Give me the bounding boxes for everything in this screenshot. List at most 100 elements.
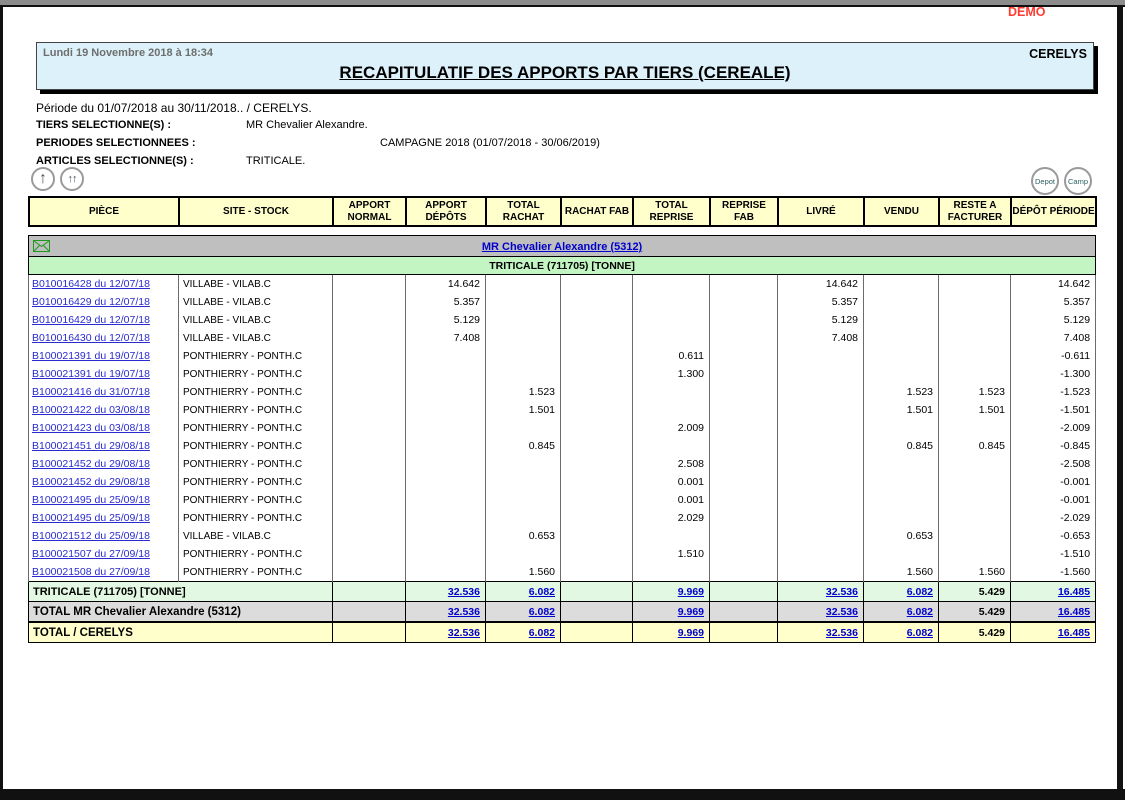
piece-link[interactable]: B010016430 du 12/07/18 <box>32 332 150 344</box>
value-cell-2 <box>485 311 561 329</box>
value-cell-4: 0.001 <box>632 491 710 509</box>
total-value-link[interactable]: 6.082 <box>528 585 555 598</box>
total-value-link[interactable]: 16.485 <box>1057 605 1091 618</box>
piece-link[interactable]: B010016429 du 12/07/18 <box>32 314 150 326</box>
total-value-link[interactable]: 32.536 <box>825 626 858 639</box>
piece-link[interactable]: B100021423 du 03/08/18 <box>32 422 150 434</box>
value-cell-9: -0.001 <box>1009 473 1097 491</box>
total-value-2: 6.082 <box>485 601 561 622</box>
depot-button[interactable]: Depot <box>1031 167 1059 195</box>
value-cell-4 <box>632 293 710 311</box>
piece-cell: B100021422 du 03/08/18 <box>28 401 179 419</box>
total-value-8: 5.429 <box>938 601 1011 622</box>
total-value-link[interactable]: 32.536 <box>825 605 858 618</box>
value-cell-0 <box>332 329 406 347</box>
value-cell-7: 1.501 <box>863 401 939 419</box>
company-name: CERELYS <box>1029 47 1087 61</box>
total-value-link[interactable]: 32.536 <box>447 605 480 618</box>
piece-link[interactable]: B100021495 du 25/09/18 <box>32 512 150 524</box>
total-value-6: 32.536 <box>777 601 864 622</box>
total-value-4: 9.969 <box>632 601 710 622</box>
total-value-5 <box>709 581 778 602</box>
total-value-link[interactable]: 6.082 <box>528 626 555 639</box>
value-cell-6 <box>777 419 864 437</box>
piece-cell: B100021391 du 19/07/18 <box>28 365 179 383</box>
piece-link[interactable]: B010016428 du 12/07/18 <box>32 278 150 290</box>
value-cell-7 <box>863 545 939 563</box>
tier-link[interactable]: MR Chevalier Alexandre (5312) <box>481 241 643 253</box>
value-cell-7: 1.560 <box>863 563 939 582</box>
value-cell-2 <box>485 274 561 293</box>
envelope-icon[interactable] <box>33 239 50 257</box>
total-value-link[interactable]: 16.485 <box>1057 585 1091 598</box>
value-cell-8 <box>938 311 1011 329</box>
value-cell-6 <box>777 527 864 545</box>
piece-cell: B100021391 du 19/07/18 <box>28 347 179 365</box>
value-cell-7 <box>863 329 939 347</box>
piece-link[interactable]: B100021508 du 27/09/18 <box>32 566 150 578</box>
value-cell-4 <box>632 329 710 347</box>
piece-link[interactable]: B100021451 du 29/08/18 <box>32 440 150 452</box>
value-cell-5 <box>709 527 778 545</box>
piece-cell: B010016428 du 12/07/18 <box>28 274 179 293</box>
scroll-previous-group-button[interactable]: ↑↑ <box>60 167 84 191</box>
piece-cell: B100021451 du 29/08/18 <box>28 437 179 455</box>
value-cell-7: 0.653 <box>863 527 939 545</box>
total-value-link[interactable]: 9.969 <box>677 626 704 639</box>
value-cell-9: -0.653 <box>1009 527 1097 545</box>
piece-link[interactable]: B100021422 du 03/08/18 <box>32 404 150 416</box>
piece-link[interactable]: B100021391 du 19/07/18 <box>32 368 150 380</box>
value-cell-7 <box>863 509 939 527</box>
value-cell-3 <box>560 473 633 491</box>
value-cell-8 <box>938 274 1011 293</box>
piece-link[interactable]: B100021452 du 29/08/18 <box>32 476 150 488</box>
value-cell-9: -0.001 <box>1009 491 1097 509</box>
total-value-link[interactable]: 6.082 <box>906 605 933 618</box>
value-cell-9: 5.357 <box>1009 293 1097 311</box>
total-value-link[interactable]: 6.082 <box>528 605 555 618</box>
grand-total-table: TOTAL / CERELYS 32.536 6.082 9.969 32.536 6.0… <box>28 622 1096 643</box>
value-cell-5 <box>709 545 778 563</box>
total-value-link[interactable]: 9.969 <box>677 605 704 618</box>
piece-link[interactable]: B100021452 du 29/08/18 <box>32 458 150 470</box>
camp-button[interactable]: Camp <box>1064 167 1092 195</box>
value-cell-0 <box>332 527 406 545</box>
total-value-link[interactable]: 32.536 <box>447 585 480 598</box>
table-row: B100021391 du 19/07/18 PONTHIERRY - PONTH… <box>28 365 1097 383</box>
total-value-link[interactable]: 9.969 <box>677 585 704 598</box>
total-label: TOTAL MR Chevalier Alexandre (5312) <box>28 601 333 622</box>
value-cell-3 <box>560 274 633 293</box>
value-cell-9: -1.510 <box>1009 545 1097 563</box>
value-cell-0 <box>332 293 406 311</box>
value-cell-7 <box>863 347 939 365</box>
piece-cell: B100021452 du 29/08/18 <box>28 473 179 491</box>
piece-link[interactable]: B100021391 du 19/07/18 <box>32 350 150 362</box>
total-value-link[interactable]: 32.536 <box>825 585 858 598</box>
value-cell-9: -0.845 <box>1009 437 1097 455</box>
value-cell-1 <box>405 545 486 563</box>
value-cell-2: 0.653 <box>485 527 561 545</box>
value-cell-6 <box>777 491 864 509</box>
value-cell-9: 14.642 <box>1009 274 1097 293</box>
value-cell-1: 7.408 <box>405 329 486 347</box>
value-cell-4 <box>632 311 710 329</box>
piece-cell: B100021423 du 03/08/18 <box>28 419 179 437</box>
total-value-link[interactable]: 16.485 <box>1057 626 1090 639</box>
total-value-8: 5.429 <box>938 581 1011 602</box>
total-value-link[interactable]: 6.082 <box>906 585 933 598</box>
piece-link[interactable]: B100021495 du 25/09/18 <box>32 494 150 506</box>
piece-link[interactable]: B100021512 du 25/09/18 <box>32 530 150 542</box>
column-header-8: LIVRÉ <box>777 196 865 227</box>
total-value-4: 9.969 <box>632 622 710 643</box>
piece-link[interactable]: B100021507 du 27/09/18 <box>32 548 150 560</box>
scroll-top-button[interactable]: ↑ <box>31 167 55 191</box>
total-value-link[interactable]: 6.082 <box>906 626 933 639</box>
total-value-link[interactable]: 32.536 <box>447 626 480 639</box>
piece-link[interactable]: B010016429 du 12/07/18 <box>32 296 150 308</box>
value-cell-8 <box>938 347 1011 365</box>
column-header-row: PIÈCE SITE - STOCK APPORT NORMAL APPORT DÉP… <box>28 196 1097 227</box>
total-value-3 <box>560 601 633 622</box>
value-cell-6 <box>777 563 864 582</box>
table-row: B100021507 du 27/09/18 PONTHIERRY - PONTH… <box>28 545 1097 563</box>
piece-link[interactable]: B100021416 du 31/07/18 <box>32 386 150 398</box>
